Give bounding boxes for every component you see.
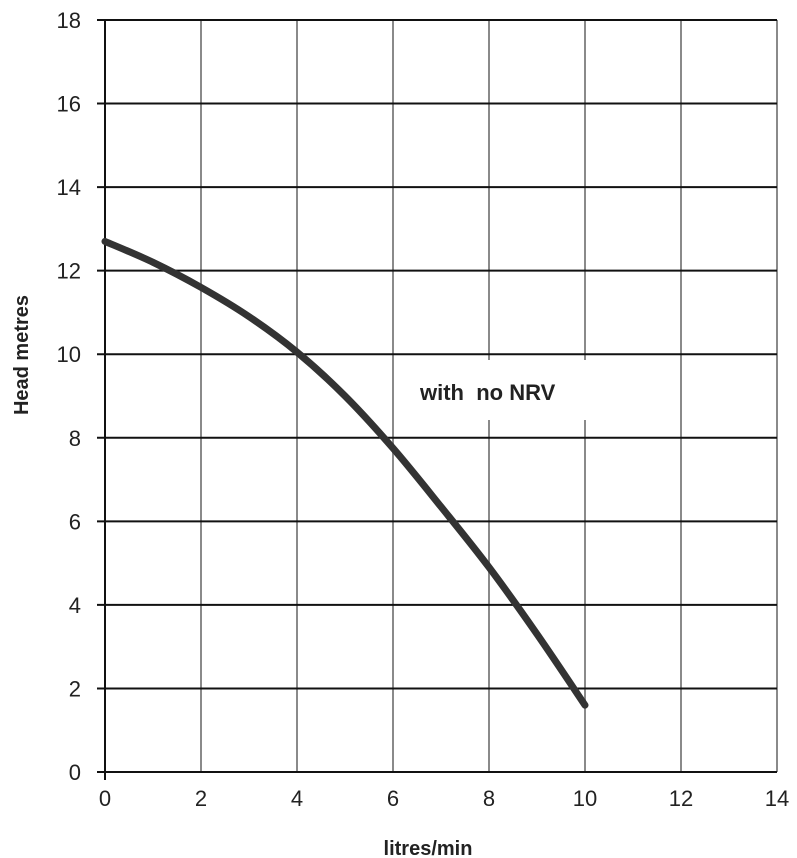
y-tick-label: 16 [57,92,81,117]
horizontal-gridlines [97,19,777,690]
x-tick-label: 0 [99,786,111,811]
x-tick-label: 10 [573,786,597,811]
y-tick-label: 12 [57,259,81,284]
y-tick-label: 8 [69,426,81,451]
x-tick-label: 6 [387,786,399,811]
y-axis-title: Head metres [11,295,33,415]
y-tick-label: 0 [69,760,81,785]
y-tick-label: 2 [69,676,81,701]
x-tick-label: 14 [765,786,789,811]
y-tick-label: 6 [69,509,81,534]
y-tick-label: 10 [57,342,81,367]
y-tick-label: 14 [57,175,81,200]
annotation-background [483,360,590,420]
x-tick-label: 2 [195,786,207,811]
x-tick-label: 12 [669,786,693,811]
series-line [101,237,589,709]
x-tick-label: 8 [483,786,495,811]
x-axis-title: litres/min [384,838,473,858]
x-tick-labels: 0 2 4 6 8 10 12 14 [99,786,789,811]
curve-annotation: with no NRV [419,380,556,405]
x-tick-label: 4 [291,786,303,811]
y-tick-label: 4 [69,593,81,618]
y-tick-label: 18 [57,8,81,33]
y-tick-labels: 0 2 4 6 8 10 12 14 16 18 [57,8,81,785]
